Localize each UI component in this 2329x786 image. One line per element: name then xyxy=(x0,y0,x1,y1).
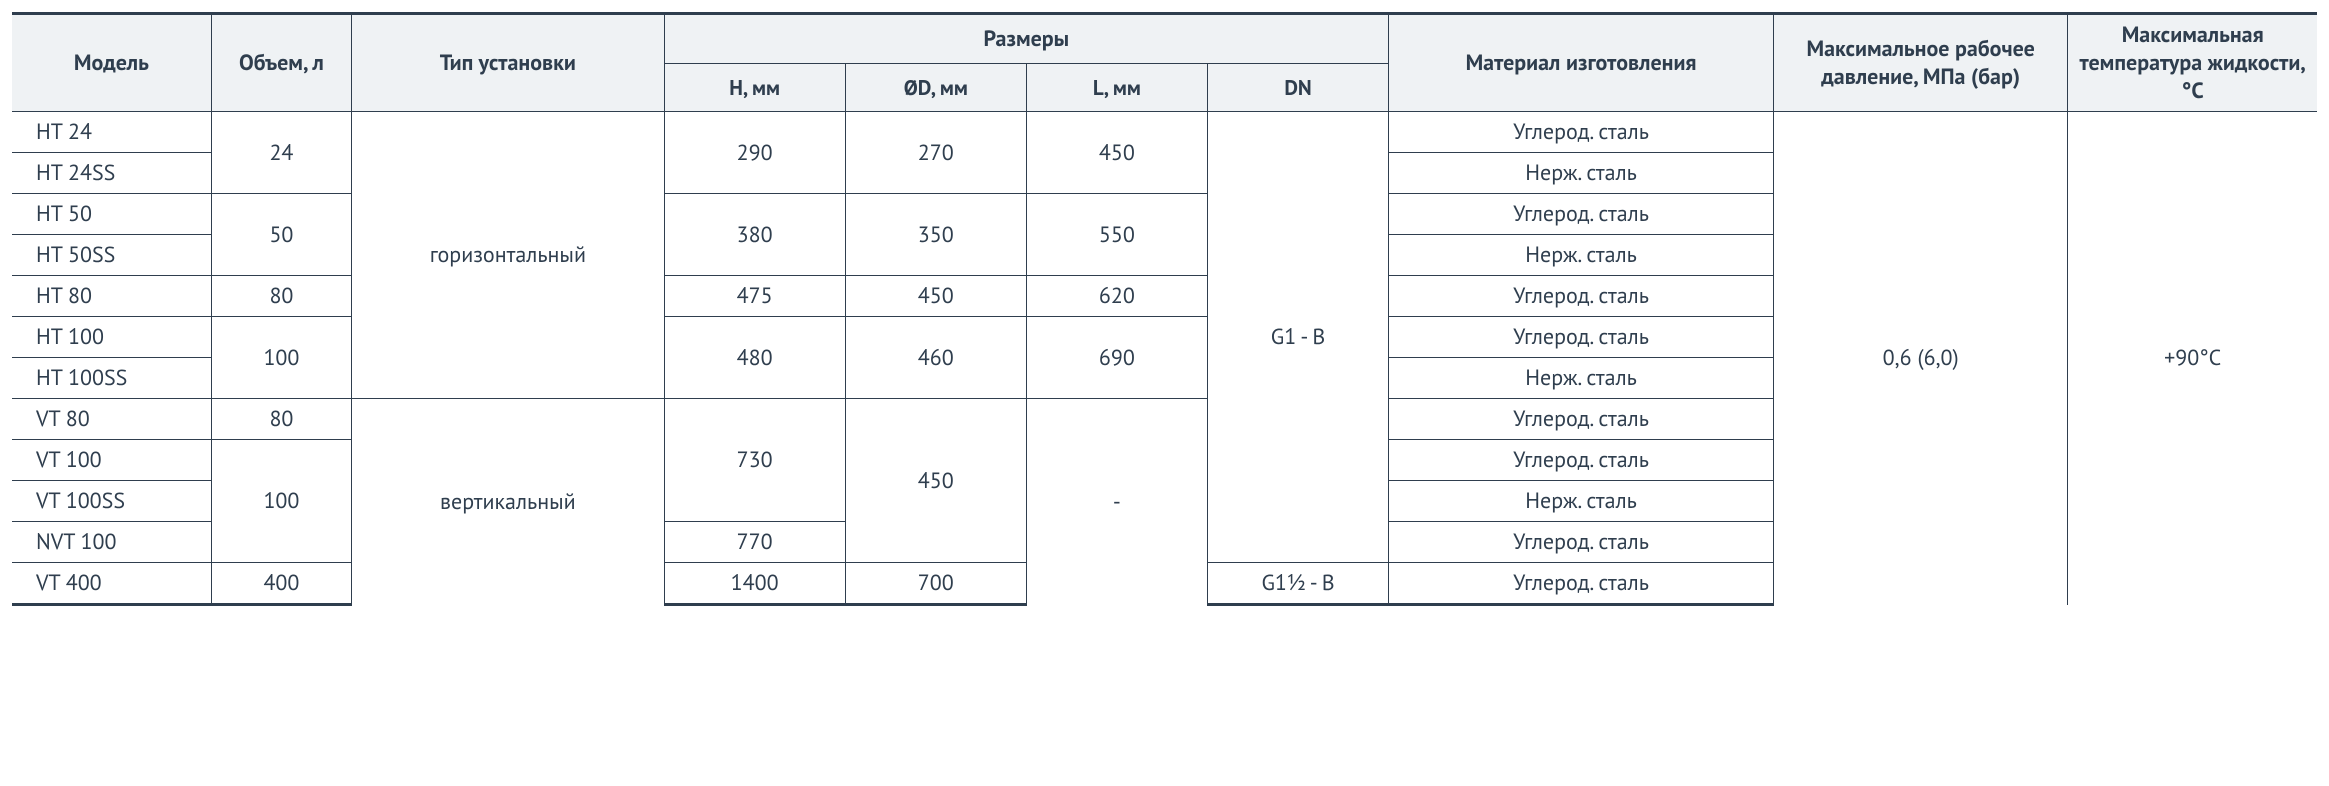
col-material: Материал изготовления xyxy=(1389,14,1774,112)
cell-material: Нерж. сталь xyxy=(1389,235,1774,276)
cell-material: Углерод. сталь xyxy=(1389,399,1774,440)
cell-model: HT 50SS xyxy=(12,235,211,276)
cell-volume: 24 xyxy=(211,112,351,194)
cell-model: HT 100SS xyxy=(12,358,211,399)
cell-model: HT 24 xyxy=(12,112,211,153)
col-dims: Размеры xyxy=(664,14,1389,64)
cell-L: 690 xyxy=(1026,317,1207,399)
cell-type-vertical: вертикальный xyxy=(352,399,664,605)
cell-material: Углерод. сталь xyxy=(1389,440,1774,481)
col-L: L, мм xyxy=(1026,64,1207,112)
col-DN: DN xyxy=(1207,64,1388,112)
cell-L: 620 xyxy=(1026,276,1207,317)
cell-H: 770 xyxy=(664,522,845,563)
cell-volume: 100 xyxy=(211,440,351,563)
cell-model: VT 100SS xyxy=(12,481,211,522)
cell-model: HT 80 xyxy=(12,276,211,317)
cell-material: Углерод. сталь xyxy=(1389,276,1774,317)
col-volume: Объем, л xyxy=(211,14,351,112)
cell-DN-g1b: G1 - B xyxy=(1207,112,1388,563)
cell-D: 450 xyxy=(845,276,1026,317)
cell-temp: +90°C xyxy=(2068,112,2317,605)
cell-material: Углерод. сталь xyxy=(1389,522,1774,563)
cell-material: Углерод. сталь xyxy=(1389,112,1774,153)
cell-H: 290 xyxy=(664,112,845,194)
cell-H: 1400 xyxy=(664,563,845,605)
cell-model: HT 24SS xyxy=(12,153,211,194)
cell-model: HT 100 xyxy=(12,317,211,358)
cell-H: 475 xyxy=(664,276,845,317)
cell-volume: 100 xyxy=(211,317,351,399)
cell-H: 730 xyxy=(664,399,845,522)
cell-material: Углерод. сталь xyxy=(1389,194,1774,235)
cell-volume: 80 xyxy=(211,399,351,440)
cell-model: VT 80 xyxy=(12,399,211,440)
cell-pressure: 0,6 (6,0) xyxy=(1774,112,2068,605)
cell-model: HT 50 xyxy=(12,194,211,235)
cell-volume: 80 xyxy=(211,276,351,317)
cell-material: Углерод. сталь xyxy=(1389,563,1774,605)
cell-D: 700 xyxy=(845,563,1026,605)
col-D: ØD, мм xyxy=(845,64,1026,112)
cell-D: 270 xyxy=(845,112,1026,194)
cell-L: 450 xyxy=(1026,112,1207,194)
cell-volume: 400 xyxy=(211,563,351,605)
cell-material: Углерод. сталь xyxy=(1389,317,1774,358)
col-temp: Максимальная температура жидкости, °С xyxy=(2068,14,2317,112)
table-row: HT 24 24 горизонтальный 290 270 450 G1 -… xyxy=(12,112,2317,153)
col-H: H, мм xyxy=(664,64,845,112)
col-pressure: Максимальное рабочее давление, МПа (бар) xyxy=(1774,14,2068,112)
cell-model: VT 400 xyxy=(12,563,211,605)
col-type: Тип установки xyxy=(352,14,664,112)
cell-L: 550 xyxy=(1026,194,1207,276)
cell-D: 460 xyxy=(845,317,1026,399)
cell-model: NVT 100 xyxy=(12,522,211,563)
cell-D: 450 xyxy=(845,399,1026,563)
cell-material: Нерж. сталь xyxy=(1389,358,1774,399)
cell-material: Нерж. сталь xyxy=(1389,153,1774,194)
spec-table: Модель Объем, л Тип установки Размеры Ма… xyxy=(12,12,2317,606)
cell-H: 380 xyxy=(664,194,845,276)
cell-material: Нерж. сталь xyxy=(1389,481,1774,522)
cell-H: 480 xyxy=(664,317,845,399)
cell-DN-g15b: G1½ - B xyxy=(1207,563,1388,605)
cell-L-dash: - xyxy=(1026,399,1207,605)
cell-volume: 50 xyxy=(211,194,351,276)
cell-type-horizontal: горизонтальный xyxy=(352,112,664,399)
col-model: Модель xyxy=(12,14,211,112)
cell-model: VT 100 xyxy=(12,440,211,481)
cell-D: 350 xyxy=(845,194,1026,276)
